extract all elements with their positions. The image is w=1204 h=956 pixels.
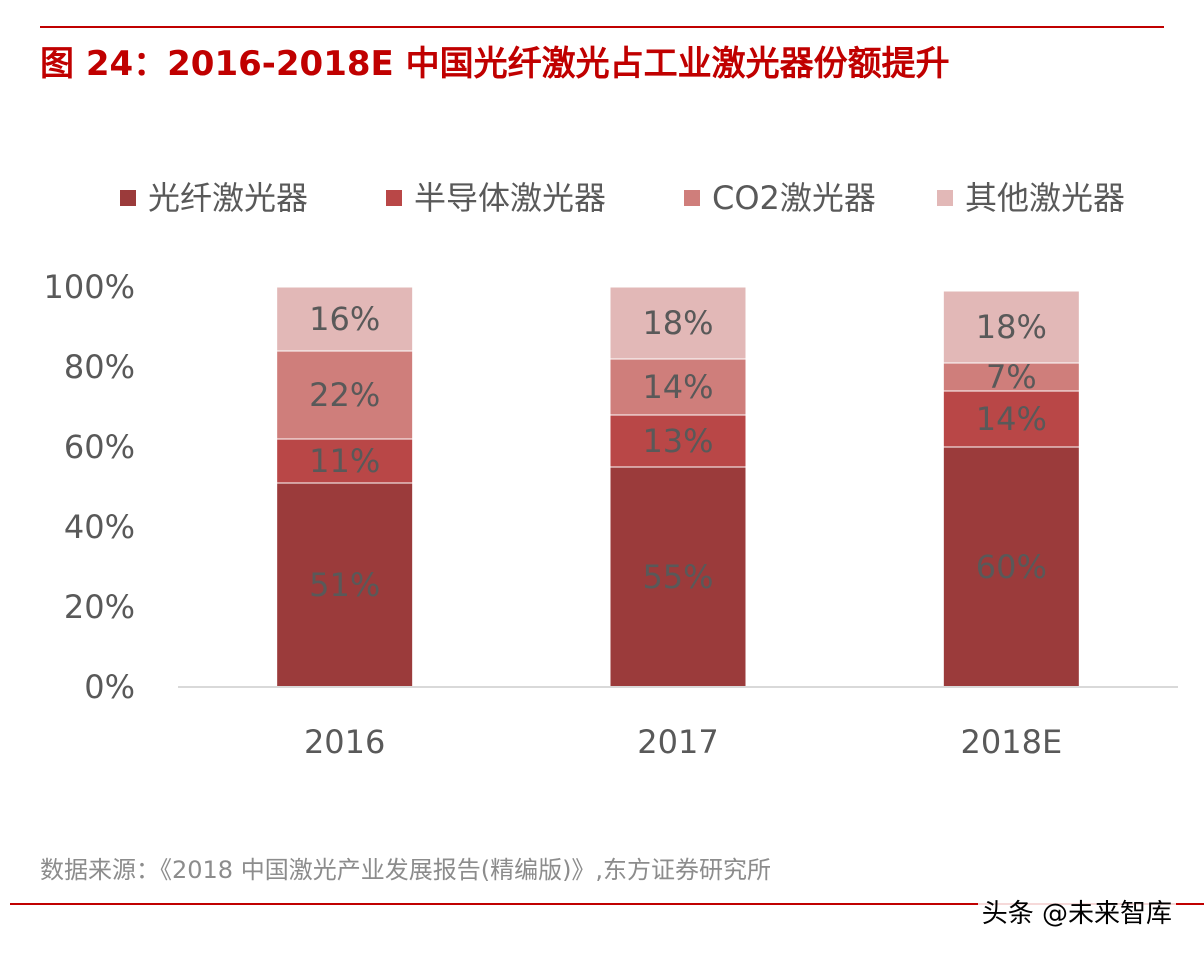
x-tick-label: 2017 bbox=[637, 723, 718, 761]
y-tick-label: 100% bbox=[44, 268, 135, 306]
x-tick-label: 2018E bbox=[961, 723, 1063, 761]
stacked-bar-chart: 光纤激光器 半导体激光器 CO2激光器 其他激光器 0% 20% 40% 60% 80% 100%… bbox=[44, 179, 1178, 761]
legend-label-3: CO2激光器 bbox=[712, 179, 876, 217]
bar-2017-series-3 bbox=[609, 358, 747, 416]
legend-label-4: 其他激光器 bbox=[965, 179, 1125, 217]
data-label: 14% bbox=[642, 368, 713, 406]
y-tick-label: 60% bbox=[64, 428, 135, 466]
data-label: 13% bbox=[642, 422, 713, 460]
data-label: 14% bbox=[976, 400, 1047, 438]
legend-label-2: 半导体激光器 bbox=[414, 179, 606, 217]
bar-2016-series-3 bbox=[276, 350, 414, 440]
x-tick-label: 2016 bbox=[304, 723, 385, 761]
bar-2016-series-1 bbox=[276, 482, 414, 688]
top-rule bbox=[40, 26, 1164, 28]
watermark: 头条 @未来智库 bbox=[977, 894, 1176, 934]
bar-2018E-series-2 bbox=[942, 390, 1080, 448]
data-label: 16% bbox=[309, 300, 380, 338]
bar-2016-series-2 bbox=[276, 438, 414, 484]
bottom-rule bbox=[10, 903, 1204, 905]
data-label: 55% bbox=[642, 558, 713, 596]
data-label: 18% bbox=[976, 308, 1047, 346]
data-label: 18% bbox=[642, 304, 713, 342]
legend-swatch-3 bbox=[684, 190, 700, 206]
data-label: 11% bbox=[309, 442, 380, 480]
source-note: 数据来源：《2018 中国激光产业发展报告(精编版)》,东方证券研究所 bbox=[40, 856, 772, 884]
legend-swatch-2 bbox=[386, 190, 402, 206]
data-label: 22% bbox=[309, 376, 380, 414]
y-tick-label: 40% bbox=[64, 508, 135, 546]
bar-2018E-series-1 bbox=[942, 446, 1080, 688]
legend-label-1: 光纤激光器 bbox=[148, 179, 308, 217]
legend-swatch-4 bbox=[937, 190, 953, 206]
y-tick-label: 80% bbox=[64, 348, 135, 386]
bar-2016-series-4 bbox=[276, 286, 414, 352]
data-label: 7% bbox=[986, 358, 1037, 396]
bar-2018E-series-4 bbox=[942, 290, 1080, 364]
bar-2017-series-4 bbox=[609, 286, 747, 360]
y-tick-label: 20% bbox=[64, 588, 135, 626]
data-label: 51% bbox=[309, 566, 380, 604]
data-label: 60% bbox=[976, 548, 1047, 586]
y-tick-label: 0% bbox=[84, 668, 135, 706]
chart-title: 图 24：2016-2018E 中国光纤激光占工业激光器份额提升 bbox=[40, 44, 950, 84]
legend-swatch-1 bbox=[120, 190, 136, 206]
